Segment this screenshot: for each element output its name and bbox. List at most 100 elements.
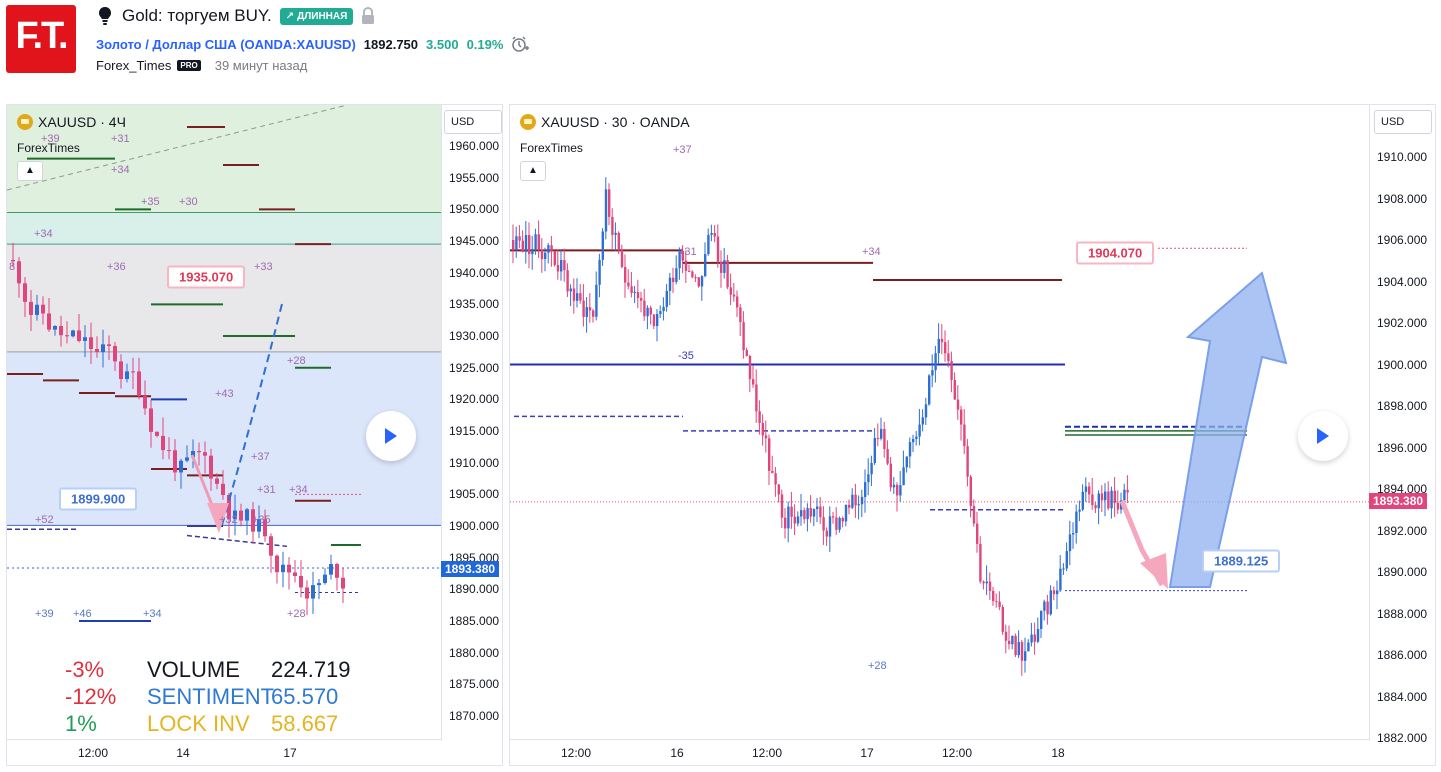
chart-4h-symbol: XAUUSD · 4Ч [17, 114, 126, 130]
indicator-label: ForexTimes [17, 141, 80, 155]
symbol-link[interactable]: Золото / Доллар США (OANDA:XAUUSD) [96, 36, 356, 52]
candle [1049, 590, 1052, 615]
candle [908, 442, 912, 457]
level-annotation: +34 [143, 608, 162, 620]
stat-value: 224.719 [271, 657, 351, 682]
candle [1091, 494, 1094, 506]
stat-value: 65.570 [271, 684, 339, 709]
candle [569, 288, 572, 292]
candle [758, 411, 761, 423]
level-annotation: +43 [215, 388, 234, 400]
candle [748, 355, 752, 380]
candle [889, 463, 892, 488]
level-annotation: +35 [252, 514, 271, 526]
candle [65, 335, 69, 337]
candle [1116, 502, 1120, 510]
candle [915, 436, 918, 439]
chart-30m-plot[interactable]: +37 +31 +34 -35 +28 [510, 105, 1369, 741]
candle [71, 330, 75, 337]
candle [563, 260, 566, 271]
price-axis-label: 1900.000 [449, 519, 500, 534]
candle [838, 517, 841, 530]
candle [867, 474, 870, 483]
candle [784, 517, 787, 529]
candle [864, 482, 867, 497]
gold-icon [17, 114, 33, 130]
time-axis-label: 18 [1051, 746, 1065, 760]
candle [732, 294, 736, 297]
candle [1107, 491, 1110, 509]
candle [995, 601, 998, 603]
candle [976, 523, 979, 544]
candle [646, 307, 649, 317]
price-axis-label: 1920.000 [449, 392, 500, 407]
candle [287, 564, 291, 573]
candle [1094, 505, 1097, 509]
currency-button[interactable]: USD [1374, 110, 1432, 134]
time-axis[interactable]: 12:00 14 17 [7, 739, 441, 765]
price-axis-label: 1896.000 [1377, 440, 1428, 455]
collapse-legend-button[interactable]: ▲ [520, 161, 546, 181]
candle [723, 260, 726, 273]
level-annotation: +31 [257, 484, 276, 496]
price-axis[interactable]: 1960.000 1955.000 1950.000 1945.000 1940.000… [441, 105, 502, 741]
level-annotation: +28 [287, 608, 306, 620]
candle [125, 371, 129, 379]
candle [611, 216, 614, 235]
candle [825, 530, 828, 537]
candle [1062, 568, 1065, 570]
candle [239, 510, 243, 521]
candle [844, 504, 848, 522]
chart-4h-panel[interactable]: +39 +31 +34 +35 +30 +34 +36 +33 +28 +43 +37 +31 +34 +… [6, 104, 503, 766]
candle [608, 189, 611, 217]
candle [257, 519, 261, 532]
candle [620, 250, 624, 268]
target-price-callout: 1904.070 [1076, 241, 1155, 265]
stat-change: -3% [65, 657, 105, 682]
candle [918, 424, 921, 437]
candle [800, 510, 803, 517]
time-axis[interactable]: 12:00 16 12:00 17 12:00 18 [510, 739, 1369, 765]
candle [1014, 635, 1017, 656]
price-axis[interactable]: 1910.000 1908.000 1906.000 1904.000 1902.000… [1369, 105, 1435, 745]
forex-times-logo[interactable]: F.T. [6, 5, 76, 73]
level-annotation: +31 [111, 133, 130, 145]
candle [341, 577, 345, 589]
price-axis-label: 1900.000 [1377, 357, 1428, 372]
candle [768, 438, 771, 471]
candle [819, 506, 822, 518]
price-axis-label: 1955.000 [449, 170, 500, 185]
candle [668, 277, 672, 291]
price-axis-label: 1925.000 [449, 360, 500, 375]
candle [83, 337, 87, 341]
level-annotation: +37 [251, 451, 270, 463]
arrow-up-right-icon: ↗ [285, 10, 295, 22]
time-axis-label: 12:00 [77, 746, 109, 760]
candle [1004, 631, 1008, 641]
play-button[interactable] [366, 411, 416, 461]
lock-icon [362, 7, 375, 24]
candle [1081, 491, 1084, 510]
candle [691, 271, 694, 278]
chart-30m-panel[interactable]: +37 +31 +34 -35 +28 XAUUSD · 30 · OANDA Fore… [509, 104, 1436, 766]
collapse-legend-button[interactable]: ▲ [17, 161, 43, 181]
candle [323, 574, 327, 584]
candle [777, 484, 780, 495]
candle [528, 235, 531, 255]
candle [944, 342, 947, 354]
level-annotation: -35 [678, 350, 694, 362]
candle [566, 270, 569, 292]
candle [752, 379, 755, 385]
level-annotation: +36 [107, 261, 126, 273]
candle [329, 564, 333, 575]
candle [269, 536, 273, 556]
author-name[interactable]: Forex_Times [96, 58, 172, 73]
candle [1113, 490, 1116, 503]
play-button[interactable] [1298, 411, 1348, 461]
price-axis-label: 1915.000 [449, 424, 500, 439]
candle [963, 424, 966, 447]
add-alert-icon[interactable] [511, 35, 530, 53]
candle [537, 234, 540, 250]
candle [678, 251, 681, 269]
currency-button[interactable]: USD [444, 110, 502, 134]
